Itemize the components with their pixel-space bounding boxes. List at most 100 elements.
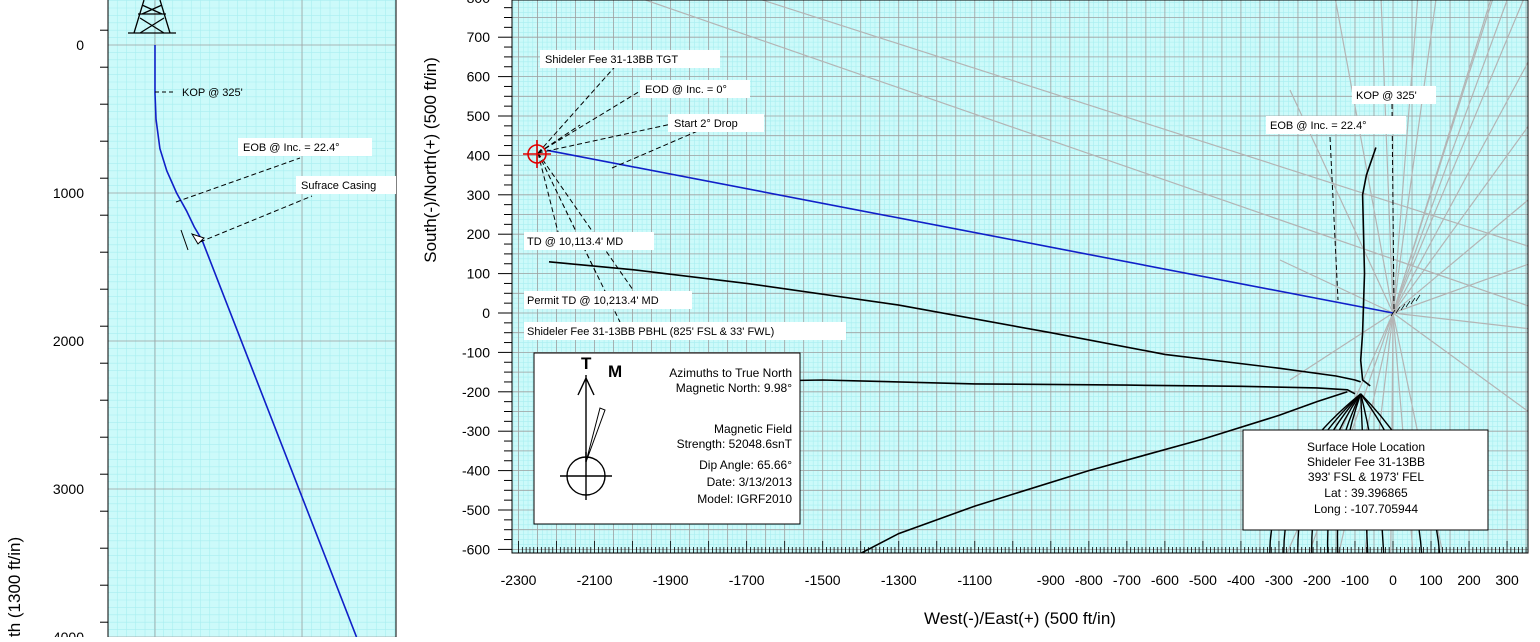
offset-well-line — [859, 391, 1348, 553]
pv-y-tick-label: -200 — [462, 384, 490, 400]
pv-pbhl-label: Shideler Fee 31-13BB PBHL (825' FSL & 33… — [527, 326, 774, 338]
surface-marker-hatch — [1410, 297, 1416, 305]
surface-line-3: Lat : 39.396865 — [1324, 486, 1408, 500]
surface-line-1: Shideler Fee 31-13BB — [1307, 455, 1425, 469]
pv-ticks: -2300 -2100 -1900 -1700 -1500 -1300 -1100 -900-… — [462, 0, 1527, 588]
offset-well-line — [1392, 0, 1437, 314]
vs-eob-label-bg — [238, 138, 372, 156]
pv-kop-label-bg — [1352, 86, 1436, 104]
pv-x-tick-label: -700 — [1113, 572, 1141, 588]
pv-x-tick-label: -400 — [1227, 572, 1255, 588]
offset-well-line — [643, 0, 1528, 307]
north-line-5: Dip Angle: 65.66° — [699, 458, 792, 472]
offset-well-line — [1392, 0, 1508, 314]
pv-y-tick-label: 200 — [467, 226, 491, 242]
vs-eob-label: EOB @ Inc. = 22.4° — [243, 142, 340, 154]
magnetic-north-arrow-icon — [585, 407, 606, 463]
offset-well-line — [1392, 312, 1528, 413]
vertical-section-panel: 0 1000 2000 3000 4000 KOP @ 325' EOB @ Inc. … — [5, 0, 397, 642]
surface-marker-hatch — [1390, 309, 1396, 317]
vs-annotations: KOP @ 325' EOB @ Inc. = 22.4° Sufrace Ca… — [155, 87, 396, 251]
pv-x-tick-label: -2100 — [577, 572, 613, 588]
true-north-label: T — [581, 354, 592, 373]
offset-well-line — [1392, 263, 1528, 314]
pv-x-tick-label: -300 — [1265, 572, 1293, 588]
pv-y-tick-label: -500 — [462, 502, 490, 518]
vs-kop-label: KOP @ 325' — [182, 87, 243, 99]
offset-well-line — [1392, 0, 1524, 314]
offset-well-line — [1392, 199, 1528, 314]
offset-well-line — [1289, 312, 1394, 381]
magnetic-north-label: M — [608, 362, 622, 381]
vs-minor-grid — [108, 0, 396, 637]
north-line-0: Azimuths to True North — [669, 366, 792, 380]
pv-drop-label: Start 2° Drop — [674, 118, 738, 130]
pv-y-tick-label: 600 — [467, 69, 491, 85]
north-line-7: Model: IGRF2010 — [697, 492, 792, 506]
pv-permit-label-bg — [524, 291, 692, 309]
planned-wellpath-line — [546, 149, 1394, 314]
surface-line-4: Long : -107.705944 — [1314, 502, 1418, 516]
pv-tgt-label: Shideler Fee 31-13BB TGT — [545, 54, 678, 66]
pv-y-tick-label: -600 — [462, 541, 490, 557]
offset-well-line — [1392, 0, 1419, 314]
casing-shoe-icon — [180, 229, 205, 251]
surface-marker-hatch — [1405, 300, 1411, 308]
pv-x-tick-label: -500 — [1189, 572, 1217, 588]
surface-hole-legend: Surface Hole Location Shideler Fee 31-13… — [1242, 429, 1489, 531]
pv-drop-label-bg — [668, 114, 764, 132]
pv-x-tick-label: -1100 — [957, 572, 992, 588]
surface-line-0: Surface Hole Location — [1307, 440, 1425, 454]
pv-x-tick-label: -1300 — [881, 572, 917, 588]
vs-y-tick-label: 1000 — [53, 185, 84, 201]
pv-x-tick-label: -800 — [1075, 572, 1103, 588]
surface-line-2: 393' FSL & 1973' FEL — [1308, 470, 1425, 484]
pv-y-tick-label: -300 — [462, 423, 490, 439]
pv-y-tick-label: 500 — [467, 108, 491, 124]
pv-y-tick-label: 800 — [467, 0, 491, 6]
vs-y-tick-label: 3000 — [53, 481, 84, 497]
pv-tgt-label-bg — [540, 50, 720, 68]
north-line-1: Magnetic North: 9.98° — [676, 381, 792, 395]
north-legend-frame — [533, 352, 801, 525]
pv-eod-label-bg — [640, 80, 750, 98]
pv-y-tick-label: 300 — [467, 187, 491, 203]
pv-frame — [511, 0, 1529, 554]
offset-well-line — [1380, 0, 1394, 314]
surface-legend-frame — [1242, 429, 1489, 531]
pv-x-tick-label: 100 — [1419, 572, 1443, 588]
pv-y-tick-label: 400 — [467, 147, 491, 163]
north-line-6: Date: 3/13/2013 — [707, 475, 793, 489]
pv-y-tick-label: -100 — [462, 344, 490, 360]
pv-permit-label: Permit TD @ 10,213.4' MD — [527, 295, 659, 307]
pv-y-tick-label: 0 — [482, 305, 490, 321]
surface-marker-hatch — [1395, 306, 1401, 314]
pv-x-tick-label: -1900 — [653, 572, 689, 588]
surface-marker-hatch — [1415, 294, 1421, 302]
north-arrow-legend: T M Azimuths to True North Magnetic Nort… — [533, 352, 801, 525]
pv-x-axis-label: West(-)/East(+) (500 ft/in) — [924, 609, 1116, 628]
rig-derrick-icon — [128, 0, 176, 34]
offset-well-line — [1279, 259, 1394, 314]
offset-well-line — [1392, 125, 1528, 314]
vs-y-tick-label: 4000 — [53, 629, 84, 637]
pv-td-label: TD @ 10,113.4' MD — [527, 236, 623, 248]
offset-well-line — [1392, 312, 1528, 330]
pv-eob-label-bg — [1266, 116, 1406, 134]
surface-marker-hatch — [1400, 303, 1406, 311]
pv-x-tick-label: -1500 — [805, 572, 841, 588]
pv-pbhl-label-bg — [524, 322, 846, 340]
vs-wellpath-line — [154, 45, 358, 637]
pv-eob-label: EOB @ Inc. = 22.4° — [1270, 120, 1367, 132]
pv-td-label-bg — [524, 232, 654, 250]
pv-y-axis-label: South(-)/North(+) (500 ft/in) — [421, 57, 440, 263]
pv-offset-wells — [643, 0, 1528, 553]
true-north-arrow-icon — [577, 375, 595, 462]
target-crosshair-icon — [523, 140, 551, 168]
vs-y-axis-label: th (1300 ft/in) — [5, 537, 24, 637]
offset-well-line — [1359, 147, 1377, 387]
plan-view-panel: -2300 -2100 -1900 -1700 -1500 -1300 -1100 -900-… — [421, 0, 1529, 628]
pv-y-tick-label: 100 — [467, 266, 491, 282]
